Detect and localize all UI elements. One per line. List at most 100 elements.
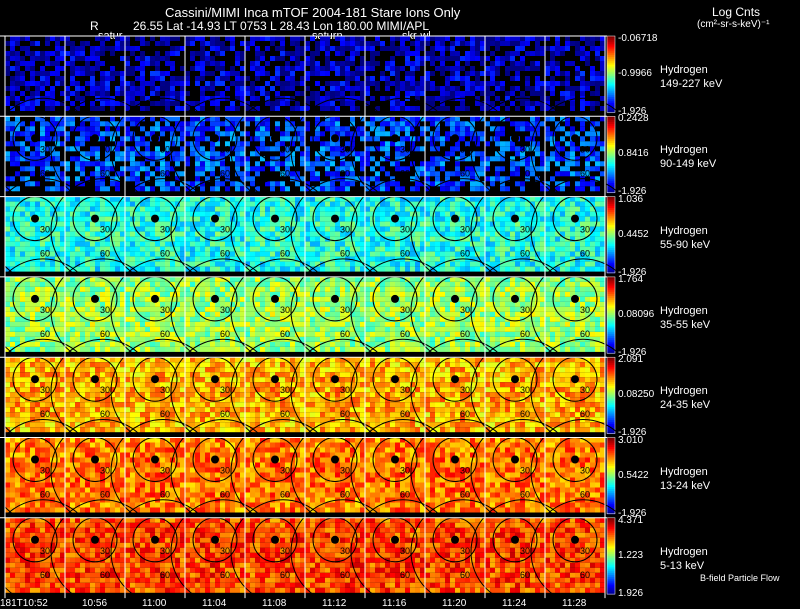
- colorbar-segment: [607, 215, 615, 219]
- energy-label: 13-24 keV: [660, 479, 711, 492]
- ring-label-inner: 30: [400, 385, 410, 395]
- colorbar-segment: [607, 261, 615, 264]
- colorbar-segment: [607, 425, 615, 429]
- planet-disk: [331, 294, 339, 303]
- colorbar-segment: [607, 171, 615, 175]
- ring-label-inner: 30: [220, 144, 230, 154]
- image-frame: [545, 116, 605, 192]
- ring-label-outer: 60: [520, 409, 530, 419]
- ring-label-inner: 30: [160, 305, 170, 315]
- colorbar-segment: [607, 479, 615, 482]
- colorbar-segment: [607, 282, 615, 286]
- colorbar-mid-label: -0.9966: [618, 68, 652, 79]
- colorbar-segment: [607, 559, 615, 563]
- colorbar-segment: [607, 540, 615, 544]
- ring-label-inner: 30: [160, 144, 170, 154]
- colorbar-segment: [607, 217, 615, 220]
- footer-note: B-field Particle Flow: [700, 573, 780, 583]
- colorbar-segment: [607, 102, 615, 106]
- colorbar-segment: [607, 496, 615, 500]
- species-label: Hydrogen: [660, 545, 708, 558]
- ring-label-inner: 30: [340, 385, 350, 395]
- colorbar-segment: [607, 408, 615, 412]
- image-frame: [5, 357, 65, 433]
- planet-disk: [331, 214, 339, 223]
- image-frame: [485, 437, 545, 513]
- colorbar-segment: [607, 196, 615, 200]
- colorbar-segment: [607, 251, 615, 255]
- colorbar-segment: [607, 232, 615, 236]
- colorbar-segment: [607, 490, 615, 494]
- colorbar-segment: [607, 286, 615, 289]
- planet-disk: [91, 294, 99, 303]
- ring-label-inner: 30: [280, 385, 290, 395]
- ring-label-outer: 60: [160, 409, 170, 419]
- ring-label-outer: 60: [40, 409, 50, 419]
- species-label: Hydrogen: [660, 144, 708, 157]
- header-r-label: R: [90, 19, 99, 33]
- colorbar-segment: [607, 81, 615, 85]
- time-label: 11:16: [382, 598, 407, 609]
- planet-disk: [91, 535, 99, 544]
- colorbar-segment: [607, 244, 615, 247]
- image-frame: [65, 196, 125, 272]
- colorbar-segment: [607, 494, 615, 498]
- colorbar-segment: [607, 533, 615, 536]
- colorbar-segment: [607, 418, 615, 421]
- planet-disk: [391, 535, 399, 544]
- colorbar-segment: [607, 79, 615, 83]
- colorbar-segment: [607, 485, 615, 488]
- ring-label-inner: 30: [280, 466, 290, 476]
- ring-label-inner: 30: [160, 385, 170, 395]
- image-frame: [545, 357, 605, 433]
- time-label: 11:20: [442, 598, 467, 609]
- colorbar-min-label: -1.926: [618, 507, 647, 519]
- colorbar-segment: [607, 404, 615, 408]
- planet-disk: [451, 214, 459, 223]
- colorbar-segment: [607, 313, 615, 316]
- planet-disk: [271, 214, 279, 223]
- ring-outer: [530, 499, 636, 605]
- ring-label-inner: 30: [400, 305, 410, 315]
- image-frame: [365, 36, 425, 111]
- colorbar-segment: [607, 227, 615, 230]
- colorbar-segment: [607, 578, 615, 582]
- colorbar-segment: [607, 221, 615, 224]
- colorbar-segment: [607, 521, 615, 525]
- ring-label-outer: 60: [580, 409, 590, 419]
- colorbar-segment: [607, 72, 615, 75]
- colorbar-segment: [607, 571, 615, 574]
- ring-label-inner: 30: [280, 546, 290, 556]
- image-frame: [425, 357, 485, 433]
- ring-label-outer: 60: [580, 168, 590, 178]
- colorbar-segment: [607, 498, 615, 501]
- colorbar-segment: [607, 557, 615, 561]
- image-frame: [65, 517, 125, 593]
- colorbar-segment: [607, 162, 615, 165]
- colorbar-segment: [607, 393, 615, 396]
- planet-disk: [91, 455, 99, 464]
- image-frame: [485, 517, 545, 593]
- image-frame: [185, 36, 245, 111]
- ring-label-outer: 60: [40, 570, 50, 580]
- colorbar-segment: [607, 173, 615, 176]
- image-frame: [245, 437, 305, 513]
- ring-label-inner: 30: [100, 305, 110, 315]
- ring-label-outer: 60: [100, 570, 110, 580]
- ring-label-outer: 60: [340, 168, 350, 178]
- colorbar-segment: [607, 339, 615, 343]
- species-label: Hydrogen: [660, 64, 708, 76]
- ring-label-outer: 60: [160, 490, 170, 500]
- colorbar-segment: [607, 167, 615, 171]
- ring-label-inner: 30: [460, 305, 470, 315]
- colorbar-segment: [607, 536, 615, 540]
- colorbar-segment: [607, 242, 615, 245]
- colorbar-max-label: 1.036: [618, 193, 644, 205]
- time-label: 11:24: [502, 598, 527, 609]
- ring-label-inner: 30: [520, 385, 530, 395]
- colorbar-segment: [607, 391, 615, 394]
- colorbar-segment: [607, 62, 615, 66]
- colorbar-segment: [607, 569, 615, 572]
- colorbar-segment: [607, 475, 615, 479]
- colorbar-segment: [607, 406, 615, 410]
